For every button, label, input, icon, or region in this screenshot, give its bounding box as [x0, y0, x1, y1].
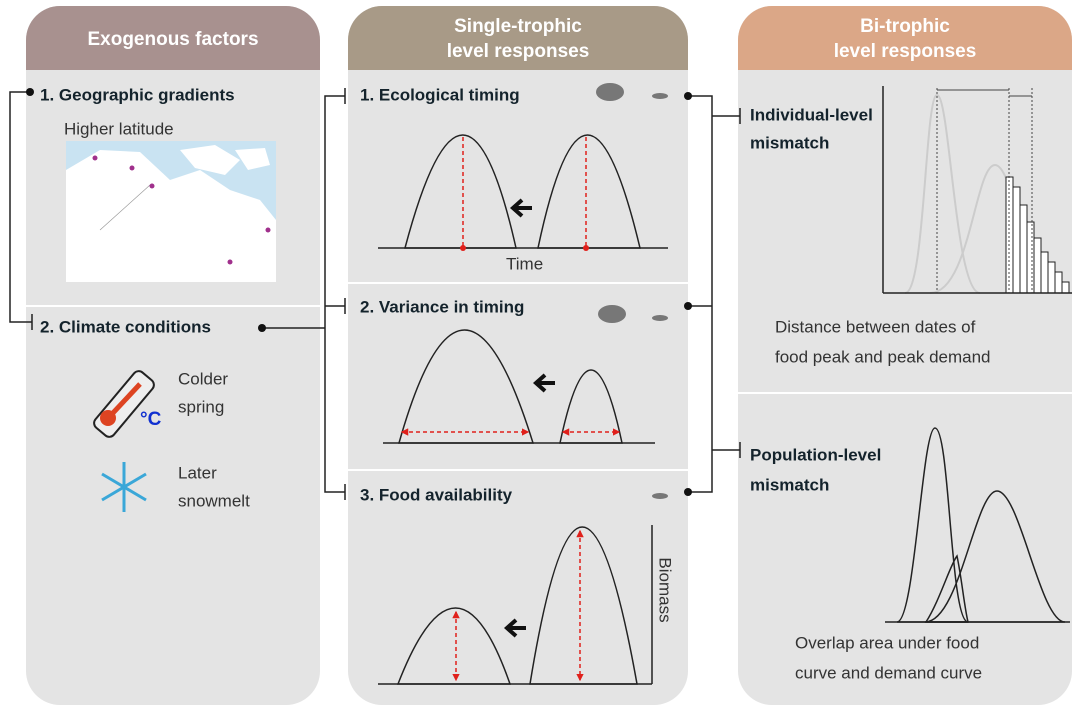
bar: [1040, 251, 1049, 294]
node: [684, 488, 692, 496]
bulb: [100, 410, 116, 426]
histogram: [1005, 176, 1070, 294]
site: [149, 183, 155, 189]
header: Single-trophic: [454, 16, 582, 37]
caption: Distance between dates of: [775, 317, 976, 336]
section-title: 2. Variance in timing: [360, 297, 524, 316]
column-exogenous: Exogenous factors 1. Geographic gradient…: [26, 6, 320, 705]
site: [265, 227, 271, 233]
axis-label: Biomass: [656, 557, 675, 622]
shift-arrow: [532, 373, 555, 393]
header-bar: [26, 6, 320, 70]
land: [66, 150, 276, 282]
curve: [537, 134, 641, 249]
section-title: mismatch: [750, 133, 829, 152]
column-bi-trophic: Bi-trophic level responses Individual-le…: [738, 6, 1072, 705]
label: snowmelt: [178, 491, 250, 510]
caption: food peak and peak demand: [775, 347, 991, 366]
route: [99, 184, 151, 231]
curve: [404, 134, 517, 249]
food-curve: [896, 427, 969, 623]
section-title: 3. Food availability: [360, 485, 513, 504]
site: [227, 259, 233, 265]
bracket: [9, 91, 33, 330]
caption: Overlap area under food: [795, 633, 979, 652]
thermometer-icon: °C: [93, 370, 162, 438]
label: Colder: [178, 369, 228, 388]
bird-insect-icons: [596, 83, 668, 499]
map: [66, 141, 276, 282]
header: level responses: [834, 41, 977, 62]
bar: [1019, 204, 1028, 294]
peak-date: [460, 245, 466, 251]
demand-curve: [924, 490, 1066, 623]
header-bar: [738, 6, 1072, 70]
bird: [598, 305, 626, 323]
unit: °C: [140, 409, 162, 430]
curve: [398, 329, 535, 444]
header: Bi-trophic: [860, 16, 950, 37]
bar: [1054, 271, 1063, 294]
section-title: Population-level: [750, 445, 881, 464]
insect: [652, 93, 668, 99]
header: level responses: [447, 41, 590, 62]
curve: [396, 607, 512, 685]
axis-label: Time: [506, 254, 543, 273]
panel: [26, 6, 320, 705]
bar: [1026, 221, 1035, 294]
node: [684, 302, 692, 310]
site: [92, 155, 98, 161]
section-title: mismatch: [750, 475, 829, 494]
section-title: 1. Geographic gradients: [40, 85, 235, 104]
flake-arm: [101, 472, 147, 502]
label: spring: [178, 397, 224, 416]
curve: [529, 526, 638, 685]
bar: [1033, 237, 1042, 294]
header-bar: [348, 6, 688, 70]
connectors: [9, 88, 741, 500]
node: [26, 88, 34, 96]
land: [180, 145, 270, 175]
bracket: [688, 95, 741, 493]
column-single-trophic: Single-trophic level responses 1. Ecolog…: [348, 6, 688, 705]
header: Exogenous factors: [87, 29, 258, 50]
label: Later: [178, 463, 217, 482]
overlap: [924, 554, 969, 623]
shift-arrow: [509, 198, 532, 218]
label: Higher latitude: [64, 119, 174, 138]
node: [684, 92, 692, 100]
insect: [652, 493, 668, 499]
section-title: 2. Climate conditions: [40, 317, 211, 336]
bar: [1061, 281, 1070, 294]
panel: [738, 6, 1072, 705]
section-title: 1. Ecological timing: [360, 85, 520, 104]
bar: [1047, 261, 1056, 294]
mercury: [110, 382, 142, 416]
insect: [652, 315, 668, 321]
bar: [1005, 176, 1014, 294]
food-curve: [904, 93, 981, 294]
snowflake-icon: [101, 462, 147, 512]
curve: [559, 369, 623, 444]
bar: [1012, 186, 1021, 294]
peak-date: [583, 245, 589, 251]
site: [129, 165, 135, 171]
shift-arrow: [503, 618, 526, 638]
bracket: [262, 88, 346, 500]
section-title: Individual-level: [750, 105, 873, 124]
node: [258, 324, 266, 332]
bird: [596, 83, 624, 101]
caption: curve and demand curve: [795, 663, 982, 682]
panel: [348, 6, 688, 705]
